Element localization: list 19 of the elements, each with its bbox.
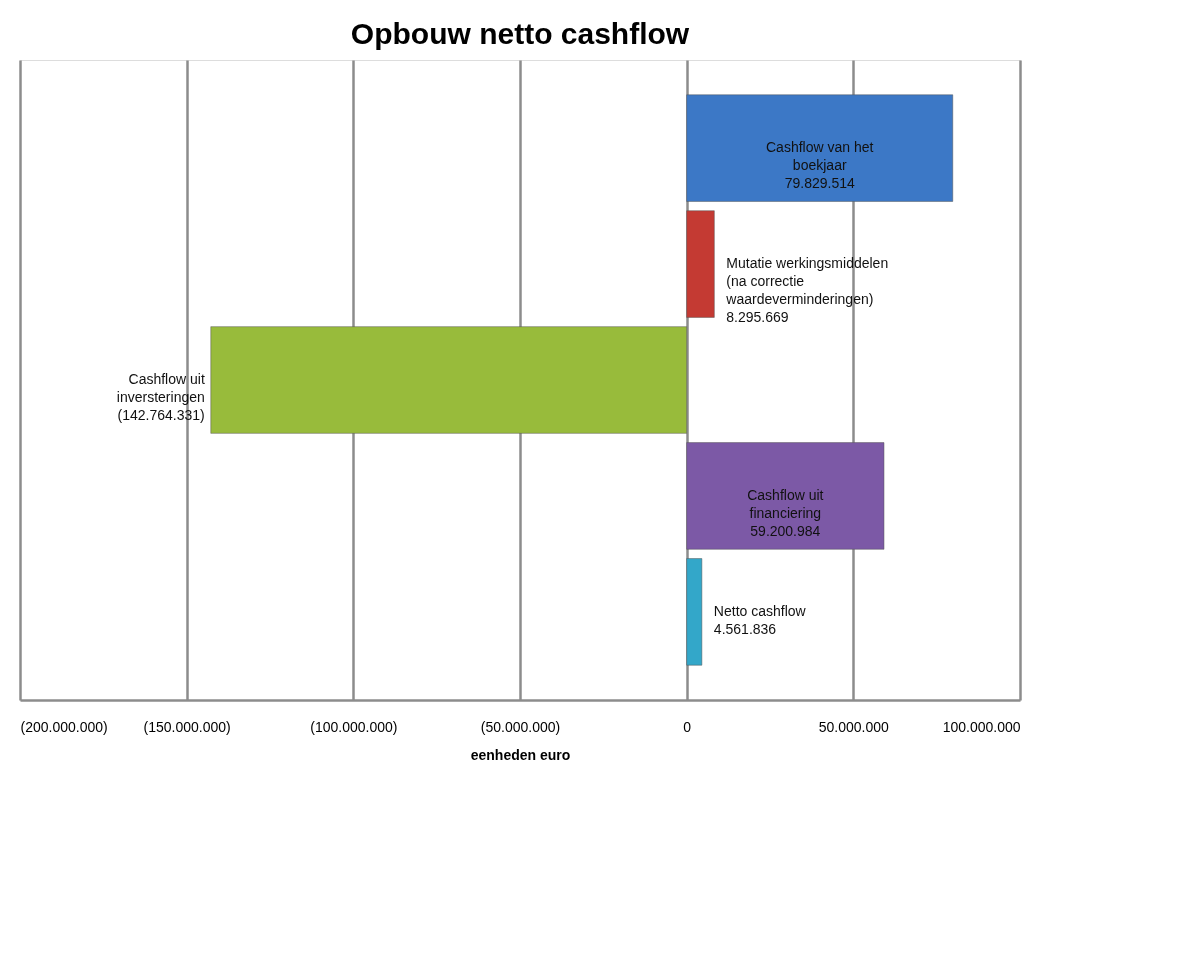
y-tick-label: Netto cashflow <box>713 602 807 619</box>
x-tick-label: (200.000.000) <box>20 718 108 735</box>
x-tick-label: 0 <box>683 718 692 735</box>
x-tick-label: (100.000.000) <box>310 718 398 735</box>
data-label: 8.295.669 <box>726 309 789 326</box>
y-tick-label: Cashflow uit inversteringen <box>116 371 205 405</box>
data-label: 4.561.836 <box>713 620 777 637</box>
y-tick-label: Cashflow uit financiering <box>747 486 824 521</box>
data-label: 79.829.514 <box>784 175 855 192</box>
x-tick-label: 50.000.000 <box>818 718 890 735</box>
x-tick-label: (150.000.000) <box>143 718 231 735</box>
x-tick-label: 100.000.000 <box>942 718 1021 735</box>
y-tick-label: Mutatie werkingsmiddelen (na correctie waardeverminderingen) <box>725 255 889 308</box>
data-label: (142.764.331) <box>117 407 205 423</box>
x-axis-title: eenheden euro <box>470 746 571 763</box>
data-label: 59.200.984 <box>750 522 821 539</box>
chart-title: Opbouw netto cashflow <box>350 17 690 50</box>
x-tick-label: (50.000.000) <box>480 718 561 735</box>
y-tick-label: Cashflow van het boekjaar <box>766 139 874 174</box>
